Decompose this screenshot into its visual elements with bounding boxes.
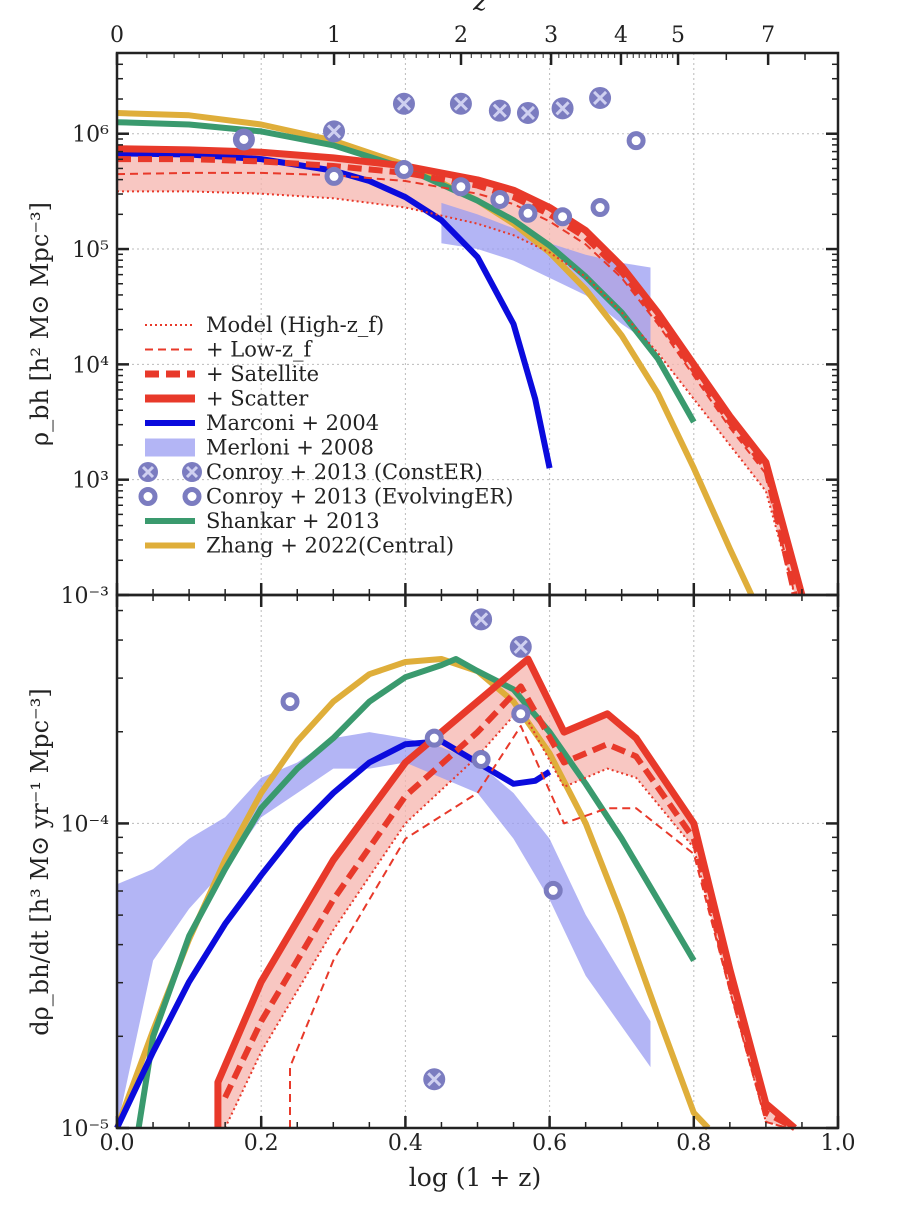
legend-label: Marconi + 2004	[206, 411, 379, 435]
z-tick-label: 2	[454, 23, 468, 48]
marconi-2004-line	[116, 150, 553, 469]
legend-entry: Conroy + 2013 (ConstER)	[138, 460, 483, 484]
y-tick-label: 10⁻⁴	[61, 812, 110, 837]
top-panel: 10⁶ 10⁵ 10⁴ 10³ 10⁻³ 0 1 2 3 4 5 7 z ρ_bh [h² M⊙ Mp…	[26, 0, 840, 609]
model-low-zf-line	[116, 171, 796, 596]
y-tick-label: 10⁻⁵	[61, 1117, 109, 1142]
z-tick-label: 1	[327, 23, 341, 48]
conroy-const-marker	[449, 92, 472, 115]
conroy-const-marker	[551, 97, 574, 120]
merloni-2008-band	[441, 202, 651, 344]
conroy-evolving-marker	[590, 198, 610, 218]
conroy-const-marker	[589, 86, 612, 109]
x-tick-label: 0.0	[100, 1131, 135, 1156]
legend-label: Shankar + 2013	[206, 509, 380, 533]
legend-entry: Shankar + 2013	[145, 509, 380, 533]
legend-label: + Satellite	[206, 362, 319, 386]
top-ticks: 10⁶ 10⁵ 10⁴ 10³ 10⁻³ 0 1 2 3 4 5 7	[61, 23, 840, 609]
legend-entry: Merloni + 2008	[145, 436, 374, 460]
x-tick-label: 0.6	[532, 1131, 567, 1156]
legend-entry: + Scatter	[145, 387, 309, 411]
legend: Model (High-z_f)+ Low-z_f+ Satellite+ Sc…	[138, 313, 513, 558]
legend-swatch	[138, 487, 158, 506]
x-tick-label: 0.8	[676, 1131, 711, 1156]
x-tick-label: 0.4	[388, 1131, 423, 1156]
conroy-evolving-marker	[451, 177, 471, 197]
conroy-const-marker	[392, 92, 415, 115]
conroy-evolving-marker	[518, 203, 538, 223]
top-series-group	[116, 86, 806, 597]
conroy-const-marker	[509, 635, 532, 658]
zhang-2022-line	[114, 656, 711, 1131]
legend-entry: Model (High-z_f)	[145, 313, 384, 337]
bottom-x-axis-label: log (1 + z)	[409, 1163, 541, 1192]
conroy-evolving-marker	[511, 704, 531, 724]
conroy-const-marker	[516, 101, 539, 124]
legend-entry: + Low-z_f	[145, 338, 313, 362]
top-y-axis-label: ρ_bh [h² M⊙ Mpc⁻³]	[26, 202, 54, 446]
legend-label: Model (High-z_f)	[206, 313, 384, 337]
model-high-zf-line	[117, 190, 796, 596]
legend-entry: Marconi + 2004	[145, 411, 379, 435]
conroy-evolving-marker	[471, 749, 491, 769]
legend-label: + Low-z_f	[206, 338, 313, 362]
conroy-evolving-marker	[490, 189, 510, 209]
legend-label: Merloni + 2008	[206, 436, 374, 460]
y-tick-label: 10⁴	[72, 353, 109, 378]
z-tick-label: 5	[671, 23, 685, 48]
bottom-series-group	[114, 608, 797, 1131]
legend-label: Conroy + 2013 (EvolvingER)	[206, 485, 513, 509]
legend-swatch	[145, 438, 195, 457]
conroy-evolving-marker	[280, 692, 300, 712]
conroy-const-marker	[470, 608, 493, 631]
z-tick-label: 4	[614, 23, 628, 48]
conroy-evolving-marker	[543, 880, 563, 900]
model-high-zf-line	[224, 706, 788, 1129]
marconi-2004-line	[114, 738, 552, 1130]
model-low-zf-line	[289, 725, 788, 1129]
legend-entry: Conroy + 2013 (EvolvingER)	[138, 485, 513, 509]
legend-entry: + Satellite	[145, 362, 319, 386]
x-tick-label: 0.2	[244, 1131, 279, 1156]
conroy-evolving-marker	[324, 166, 344, 186]
model-scatter-line	[214, 655, 797, 1131]
top-z-axis-label: z	[472, 0, 487, 17]
y-tick-label: 10⁻³	[61, 584, 109, 609]
shankar-2013-line	[135, 656, 697, 1129]
y-tick-label: 10⁶	[72, 123, 109, 148]
conroy-evolving-marker	[424, 728, 444, 748]
conroy-evolving-marker	[394, 159, 414, 179]
conroy-const-marker	[488, 99, 511, 122]
conroy-const-marker	[423, 1068, 446, 1091]
z-tick-label: 7	[761, 23, 775, 48]
conroy-const-marker	[323, 120, 346, 143]
legend-label: Zhang + 2022(Central)	[206, 534, 454, 558]
legend-swatch	[182, 487, 202, 506]
conroy-evolving-marker	[553, 207, 573, 227]
x-tick-label: 1.0	[821, 1131, 856, 1156]
zhang-2022-line	[116, 110, 755, 597]
y-tick-label: 10³	[72, 469, 109, 494]
model-scatter-line	[116, 145, 806, 596]
z-tick-label: 3	[544, 23, 558, 48]
conroy-evolving-marker	[234, 129, 254, 149]
legend-label: Conroy + 2013 (ConstER)	[206, 460, 483, 484]
z-tick-label: 0	[110, 23, 124, 48]
y-tick-label: 10⁵	[72, 238, 109, 263]
legend-label: + Scatter	[206, 387, 309, 411]
legend-entry: Zhang + 2022(Central)	[145, 534, 454, 558]
bottom-ticks: 10⁻⁴ 10⁻⁵0.0 0.2 0.4 0.6 0.8 1.0	[61, 595, 856, 1156]
conroy-evolving-marker	[626, 131, 646, 151]
bottom-panel: 10⁻⁴ 10⁻⁵0.0 0.2 0.4 0.6 0.8 1.0 log (1 + z) d…	[26, 593, 856, 1192]
bottom-y-axis-label: dρ_bh/dt [h³ M⊙ yr⁻¹ Mpc⁻³]	[26, 688, 54, 1035]
